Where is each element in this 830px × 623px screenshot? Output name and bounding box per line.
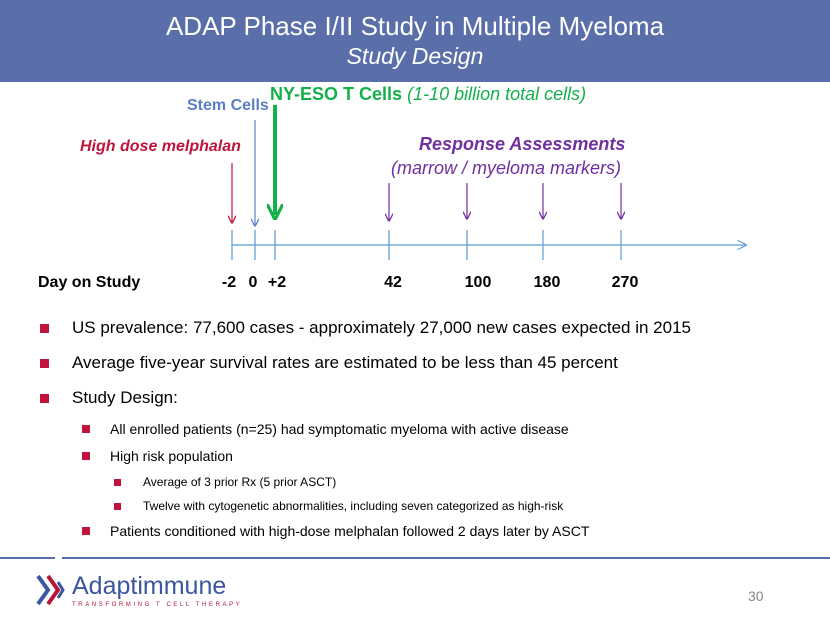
bullet-square-icon (40, 394, 49, 403)
day-on-study-label: Day on Study (38, 274, 141, 291)
day-100: 100 (464, 274, 492, 291)
nyeso-tcells-name: NY-ESO T Cells (270, 84, 403, 104)
bullet-text: US prevalence: 77,600 cases - approximat… (72, 318, 691, 337)
sub-sub-bullet-item: Twelve with cytogenetic abnormalities, i… (40, 498, 800, 514)
melphalan-label: High dose melphalan (80, 138, 241, 155)
bullet-square-icon (114, 479, 121, 486)
bullet-item: Average five-year survival rates are est… (40, 353, 800, 373)
sub-bullet-item: All enrolled patients (n=25) had symptom… (40, 420, 800, 438)
slide-subtitle: Study Design (346, 43, 484, 69)
slide-title: ADAP Phase I/II Study in Multiple Myelom… (165, 11, 665, 41)
slide-header: ADAP Phase I/II Study in Multiple Myelom… (0, 0, 830, 82)
day-minus2: -2 (221, 274, 237, 291)
logo-wordmark: Adaptimmune (72, 572, 227, 600)
bullet-text: Patients conditioned with high-dose melp… (110, 523, 590, 539)
bullet-item: Study Design: (40, 388, 800, 408)
bullet-square-icon (82, 452, 90, 460)
footer-divider-right (62, 557, 830, 559)
company-logo: Adaptimmune TRANSFORMING T CELL THERAPY (32, 570, 240, 614)
response-assessments-label: Response Assessments (419, 134, 626, 154)
logo-tagline: TRANSFORMING T CELL THERAPY (72, 602, 243, 608)
stem-cells-label: Stem Cells (187, 97, 269, 114)
day-plus2: +2 (267, 274, 287, 291)
bullet-square-icon (82, 527, 90, 535)
response-markers-label: (marrow / myeloma markers) (391, 158, 622, 178)
sub-bullet-item: High risk population (40, 447, 800, 465)
bullet-text: All enrolled patients (n=25) had symptom… (110, 421, 569, 437)
sub-bullet-item: Patients conditioned with high-dose melp… (40, 522, 800, 540)
page-number: 30 (748, 588, 764, 604)
nyeso-tcells-label: NY-ESO T Cells (1-10 billion total cells… (270, 84, 586, 105)
day-180: 180 (533, 274, 561, 291)
adaptimmune-logo-icon (36, 574, 65, 606)
bullet-text: Average of 3 prior Rx (5 prior ASCT) (143, 475, 337, 489)
bullet-square-icon (40, 324, 49, 333)
day-270: 270 (611, 274, 639, 291)
bullet-square-icon (40, 359, 49, 368)
bullet-list: US prevalence: 77,600 cases - approximat… (40, 318, 800, 549)
day-0: 0 (248, 274, 258, 291)
footer-divider-left (0, 557, 55, 559)
bullet-text: High risk population (110, 448, 233, 464)
sub-sub-bullet-item: Average of 3 prior Rx (5 prior ASCT) (40, 474, 800, 490)
day-42: 42 (384, 274, 402, 291)
bullet-square-icon (82, 425, 90, 433)
bullet-text: Study Design: (72, 388, 178, 407)
bullet-text: Twelve with cytogenetic abnormalities, i… (143, 499, 564, 513)
bullet-item: US prevalence: 77,600 cases - approximat… (40, 318, 800, 338)
nyeso-tcells-dose: (1-10 billion total cells) (407, 84, 587, 104)
bullet-text: Average five-year survival rates are est… (72, 353, 618, 372)
bullet-square-icon (114, 503, 121, 510)
